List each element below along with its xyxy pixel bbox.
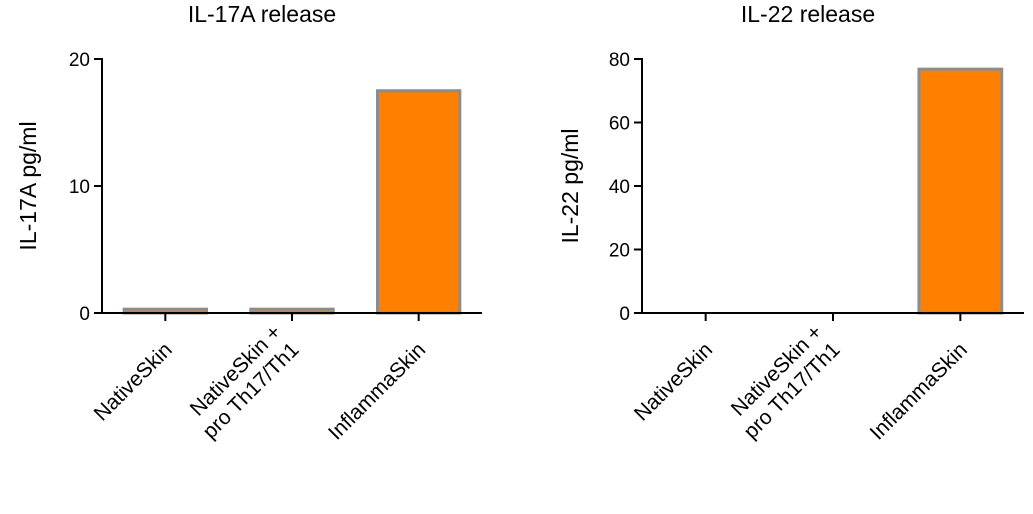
x-tick-label-line: NativeSkin (630, 338, 717, 425)
chart-title: IL-22 release (741, 1, 875, 27)
x-tick-label: NativeSkin +pro Th17/Th1 (722, 321, 845, 444)
bar (376, 89, 462, 315)
bar (917, 67, 1004, 315)
y-tick-label: 60 (609, 114, 630, 135)
y-tick-label: 0 (619, 304, 630, 325)
x-tick-label: InflammaSkin (324, 338, 430, 444)
x-tick-label: NativeSkin +pro Th17/Th1 (181, 321, 304, 444)
y-tick-label: 20 (609, 241, 630, 262)
y-tick-label: 0 (79, 304, 90, 325)
x-tick-label: InflammaSkin (866, 338, 972, 444)
x-tick-label-line: InflammaSkin (866, 338, 972, 444)
y-tick-label: 10 (69, 177, 90, 198)
y-tick-label: 40 (609, 177, 630, 198)
y-axis-label: IL-22 pg/ml (557, 128, 583, 243)
chart-il22: IL-22 release IL-22 pg/ml 0 20 40 60 80 NativeS… (557, 1, 1024, 444)
x-tick-label-line: InflammaSkin (324, 338, 430, 444)
chart-il17a: IL-17A release IL-17A pg/ml 0 10 20 NativeSki… (15, 1, 482, 444)
y-tick-label: 80 (609, 50, 630, 71)
chart-title: IL-17A release (188, 1, 336, 27)
y-tick-label: 20 (69, 50, 90, 71)
y-axis-label: IL-17A pg/ml (15, 121, 41, 250)
x-tick-label-line: NativeSkin (90, 338, 177, 425)
x-tick-label: NativeSkin (630, 338, 717, 425)
x-tick-label: NativeSkin (90, 338, 177, 425)
